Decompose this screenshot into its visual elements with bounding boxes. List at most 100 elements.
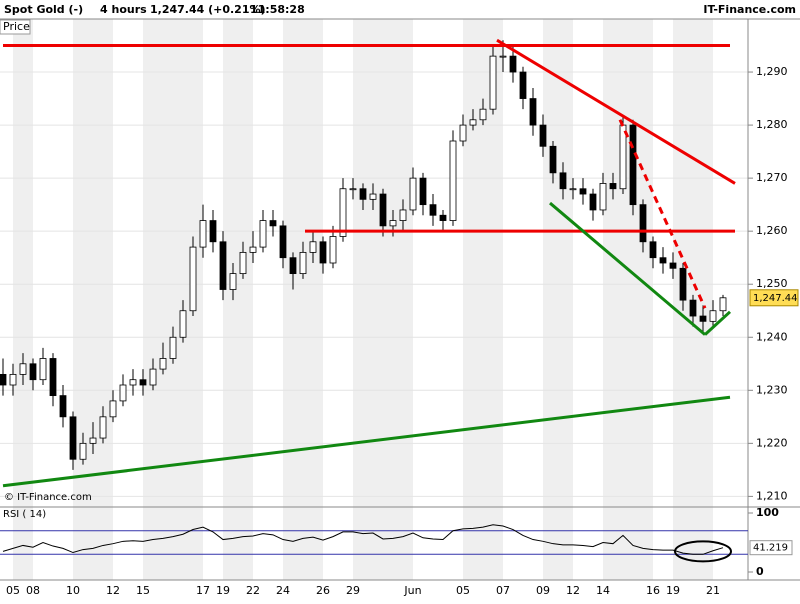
x-tick-label: 05 xyxy=(456,584,470,597)
candle-body xyxy=(369,193,377,200)
candle-body xyxy=(39,358,47,381)
candle-body xyxy=(629,124,637,206)
x-tick-label: 17 xyxy=(196,584,210,597)
x-tick-label: 07 xyxy=(496,584,510,597)
x-tick-label: 15 xyxy=(136,584,150,597)
x-tick-label: 29 xyxy=(346,584,360,597)
candle-body xyxy=(279,225,287,259)
candle-body xyxy=(169,336,177,359)
candle-body xyxy=(509,55,517,73)
candle-body xyxy=(709,310,717,322)
candle-body xyxy=(559,172,567,190)
candle-body xyxy=(429,204,437,216)
candle-body xyxy=(89,437,97,444)
x-tick-label: 14 xyxy=(596,584,610,597)
candle-body xyxy=(0,373,7,386)
y-tick-label: 1,270 xyxy=(756,171,788,184)
candle-body xyxy=(349,188,357,191)
candle-body xyxy=(9,373,17,386)
candle-body xyxy=(319,241,327,264)
candle-body xyxy=(639,204,647,243)
candle-body xyxy=(479,108,487,121)
candle-body xyxy=(419,177,427,206)
candle-body xyxy=(569,188,577,191)
header xyxy=(0,0,800,19)
trend-line xyxy=(496,38,736,185)
candle-body xyxy=(579,188,587,195)
candle-body xyxy=(109,400,117,418)
day-band xyxy=(353,19,413,580)
annotation-circle xyxy=(674,540,732,563)
candle-body xyxy=(269,220,277,227)
trend-line xyxy=(703,310,732,336)
day-band xyxy=(543,19,573,580)
candle-body xyxy=(259,220,267,248)
clock: 11:58:28 xyxy=(250,3,305,16)
candle-body xyxy=(29,363,37,381)
candle-body xyxy=(179,310,187,338)
candle-body xyxy=(469,119,477,126)
candle-body xyxy=(699,315,707,322)
candle-body xyxy=(289,257,297,275)
candle-body xyxy=(649,241,657,259)
candle-body xyxy=(99,416,107,439)
quote: 1,247.44 (+0.21%) xyxy=(150,3,266,16)
trend-line xyxy=(618,119,707,309)
candle-body xyxy=(19,363,27,375)
candle-body xyxy=(719,297,727,312)
candle-body xyxy=(309,241,317,253)
candle-body xyxy=(519,71,527,99)
brand: IT-Finance.com xyxy=(703,3,796,16)
x-tick-label: 19 xyxy=(666,584,680,597)
candle-body xyxy=(149,368,157,386)
rsi-label: RSI ( 14) xyxy=(3,509,46,520)
trend-line xyxy=(2,395,731,488)
x-tick-label: 12 xyxy=(566,584,580,597)
candle-body xyxy=(459,124,467,142)
candle-body xyxy=(689,299,697,317)
last-price-label: 1,247.44 xyxy=(753,293,798,304)
candle-body xyxy=(489,55,497,110)
x-tick-label: 21 xyxy=(706,584,720,597)
day-band xyxy=(283,19,323,580)
candle-body xyxy=(129,379,137,386)
last-price-box xyxy=(749,289,799,307)
x-tick-label: 24 xyxy=(276,584,290,597)
y-tick-label: 1,240 xyxy=(756,330,788,343)
y-tick-label: 1,220 xyxy=(756,436,788,449)
candle-body xyxy=(609,183,617,190)
candle-body xyxy=(339,188,347,237)
candle-body xyxy=(379,193,387,227)
x-tick-label: 05 xyxy=(6,584,20,597)
candle-body xyxy=(229,273,237,290)
candle-body xyxy=(189,246,197,312)
candle-body xyxy=(159,358,167,370)
candle-body xyxy=(329,236,337,264)
candle-body xyxy=(549,145,557,174)
x-tick-label: 16 xyxy=(646,584,660,597)
candle-body xyxy=(139,379,147,386)
candle-body xyxy=(439,214,447,221)
x-tick-label: 09 xyxy=(536,584,550,597)
candle-body xyxy=(249,246,257,253)
rsi-line xyxy=(2,524,724,555)
candle-body xyxy=(669,262,677,269)
interval: 4 hours xyxy=(100,3,147,16)
y-tick-label: 1,210 xyxy=(756,489,788,502)
x-tick-label: Jun xyxy=(403,584,421,597)
y-tick-label: 1,260 xyxy=(756,224,788,237)
y-tick-label: 1,250 xyxy=(756,277,788,290)
day-band xyxy=(73,19,113,580)
y-tick-label: 1,230 xyxy=(756,383,788,396)
x-tick-label: 12 xyxy=(106,584,120,597)
candle-body xyxy=(409,177,417,211)
candle-body xyxy=(209,220,217,243)
candle-body xyxy=(49,358,57,397)
rsi-tick-label: 100 xyxy=(756,506,779,519)
instrument: Spot Gold (-) xyxy=(4,3,83,16)
candle-body xyxy=(239,251,247,275)
copyright: © IT-Finance.com xyxy=(4,492,92,503)
candle-body xyxy=(529,98,537,126)
candle-body xyxy=(199,220,207,248)
